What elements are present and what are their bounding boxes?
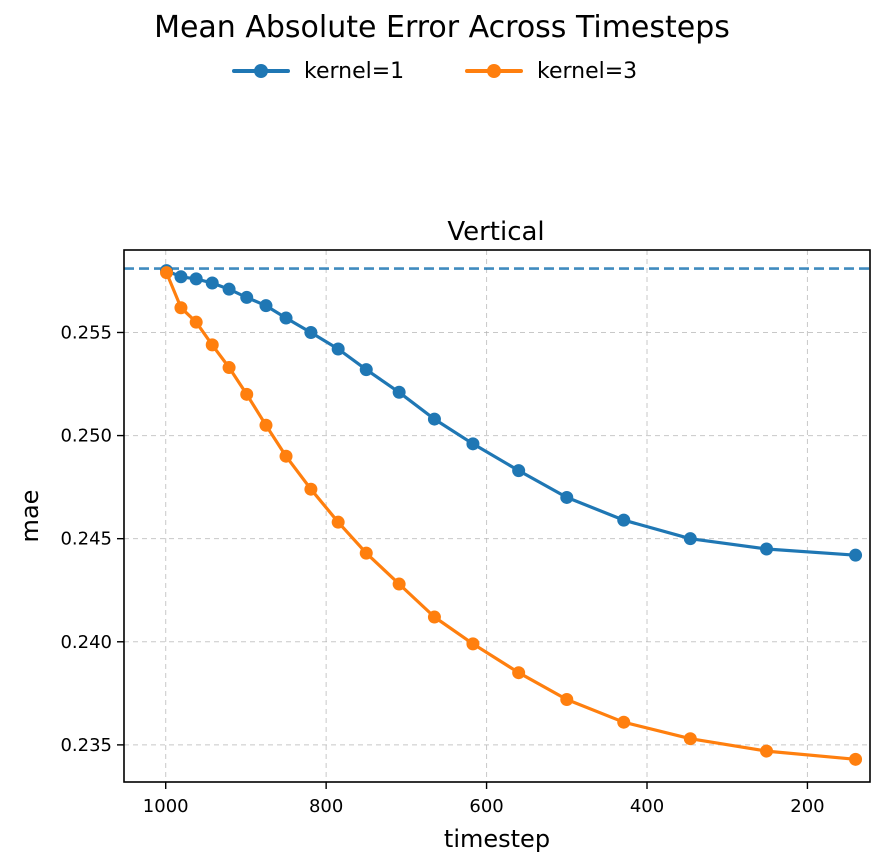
data-point-kernel3	[849, 752, 863, 766]
legend-marker-kernel3	[465, 56, 523, 86]
x-tick-label: 600	[469, 796, 503, 817]
data-point-kernel3	[560, 693, 574, 707]
y-tick-label: 0.250	[60, 426, 112, 447]
data-point-kernel1	[359, 363, 373, 377]
data-point-kernel1	[849, 548, 863, 562]
data-point-kernel3	[331, 515, 345, 529]
x-tick-label: 800	[309, 796, 343, 817]
data-point-kernel3	[240, 387, 254, 401]
grid	[124, 250, 870, 782]
series-line-kernel1	[165, 269, 856, 557]
data-point-kernel3	[279, 449, 293, 463]
y-tick-label: 0.240	[60, 632, 112, 653]
data-point-kernel3	[259, 418, 273, 432]
data-point-kernel3	[205, 338, 219, 352]
data-point-kernel3	[683, 732, 697, 746]
data-point-kernel3	[512, 666, 526, 680]
y-tick-label: 0.245	[60, 529, 112, 550]
x-tick-label: 200	[790, 796, 824, 817]
data-point-kernel3	[222, 361, 236, 375]
data-point-kernel1	[427, 412, 441, 426]
data-point-kernel3	[189, 315, 203, 329]
y-axis-label: mae	[16, 490, 44, 543]
series-layer	[160, 264, 863, 766]
data-point-kernel1	[617, 513, 631, 527]
data-point-kernel3	[174, 301, 188, 315]
data-point-kernel1	[392, 385, 406, 399]
data-point-kernel3	[427, 610, 441, 624]
plot-frame	[123, 249, 871, 783]
subplot-title: Vertical	[447, 217, 544, 247]
x-tick-label: 400	[630, 796, 664, 817]
data-point-kernel1	[683, 532, 697, 546]
data-point-kernel1	[560, 490, 574, 504]
series-kernel3	[160, 266, 863, 766]
data-point-kernel1	[466, 437, 480, 451]
data-point-kernel1	[205, 276, 219, 290]
data-point-kernel1	[304, 325, 318, 339]
legend-label-kernel3: kernel=3	[537, 58, 638, 84]
x-axis-label: timestep	[444, 825, 550, 853]
legend: kernel=1 kernel=3	[0, 56, 884, 86]
data-point-kernel1	[240, 290, 254, 304]
data-point-kernel1	[222, 282, 236, 296]
data-point-kernel1	[174, 270, 188, 284]
data-point-kernel3	[359, 546, 373, 560]
data-point-kernel3	[617, 715, 631, 729]
data-point-kernel3	[304, 482, 318, 496]
data-point-kernel1	[512, 464, 526, 478]
data-point-kernel1	[259, 299, 273, 313]
legend-item-kernel1: kernel=1	[232, 56, 404, 86]
data-point-kernel3	[392, 577, 406, 591]
x-tick-label: 1000	[143, 796, 189, 817]
y-tick-label: 0.235	[60, 735, 112, 756]
data-point-kernel3	[760, 744, 774, 758]
data-point-kernel3	[160, 266, 174, 280]
data-point-kernel1	[331, 342, 345, 356]
series-line-kernel3	[165, 272, 856, 761]
data-point-kernel3	[466, 637, 480, 651]
legend-item-kernel3: kernel=3	[465, 56, 637, 86]
legend-marker-kernel1	[232, 56, 290, 86]
data-point-kernel1	[760, 542, 774, 556]
data-point-kernel1	[279, 311, 293, 325]
figure-title: Mean Absolute Error Across Timesteps	[154, 10, 730, 45]
series-kernel1	[160, 264, 863, 562]
ticks: 1000 800 600 400 200 0.235 0.240 0.245 0.250 0.25…	[60, 322, 824, 817]
legend-label-kernel1: kernel=1	[304, 58, 405, 84]
data-point-kernel1	[189, 272, 203, 286]
y-tick-label: 0.255	[60, 322, 112, 343]
